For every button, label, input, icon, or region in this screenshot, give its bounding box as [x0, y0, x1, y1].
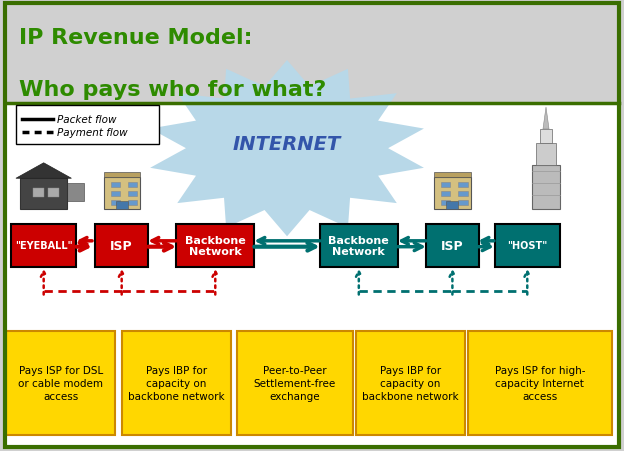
FancyBboxPatch shape: [122, 331, 231, 435]
Text: Payment flow: Payment flow: [57, 128, 128, 138]
FancyBboxPatch shape: [459, 183, 467, 188]
FancyBboxPatch shape: [128, 183, 137, 188]
Text: Pays ISP for high-
capacity Internet
access: Pays ISP for high- capacity Internet acc…: [494, 365, 585, 401]
FancyBboxPatch shape: [5, 7, 619, 104]
FancyBboxPatch shape: [540, 129, 552, 144]
Text: ISP: ISP: [441, 239, 464, 252]
FancyBboxPatch shape: [441, 192, 451, 197]
FancyBboxPatch shape: [237, 331, 353, 435]
Text: Peer-to-Peer
Settlement-free
exchange: Peer-to-Peer Settlement-free exchange: [254, 365, 336, 401]
FancyBboxPatch shape: [319, 224, 398, 267]
Text: Pays IBP for
capacity on
backbone network: Pays IBP for capacity on backbone networ…: [362, 365, 459, 401]
Polygon shape: [543, 108, 549, 129]
FancyBboxPatch shape: [5, 104, 619, 447]
FancyBboxPatch shape: [128, 192, 137, 197]
Text: Pays IBP for
capacity on
backbone network: Pays IBP for capacity on backbone networ…: [128, 365, 225, 401]
FancyBboxPatch shape: [441, 183, 451, 188]
Text: IP Revenue Model:: IP Revenue Model:: [19, 28, 252, 48]
FancyBboxPatch shape: [176, 224, 254, 267]
Polygon shape: [150, 61, 424, 237]
FancyBboxPatch shape: [441, 200, 451, 205]
Text: Backbone
Network: Backbone Network: [328, 235, 389, 257]
FancyBboxPatch shape: [63, 184, 84, 202]
Polygon shape: [16, 163, 71, 179]
FancyBboxPatch shape: [128, 200, 137, 205]
FancyBboxPatch shape: [468, 331, 612, 435]
FancyBboxPatch shape: [459, 192, 467, 197]
FancyBboxPatch shape: [110, 192, 120, 197]
FancyBboxPatch shape: [110, 183, 120, 188]
Text: ISP: ISP: [110, 239, 133, 252]
FancyBboxPatch shape: [33, 188, 44, 198]
FancyBboxPatch shape: [434, 178, 470, 210]
Text: "HOST": "HOST": [507, 241, 547, 251]
Text: Who pays who for what?: Who pays who for what?: [19, 80, 326, 100]
Text: INTERNET: INTERNET: [233, 135, 341, 154]
FancyBboxPatch shape: [115, 202, 128, 210]
FancyBboxPatch shape: [11, 224, 76, 267]
FancyBboxPatch shape: [532, 166, 560, 210]
FancyBboxPatch shape: [536, 144, 556, 166]
Text: Packet flow: Packet flow: [57, 115, 117, 124]
FancyBboxPatch shape: [494, 224, 560, 267]
Text: Pays ISP for DSL
or cable modem
access: Pays ISP for DSL or cable modem access: [18, 365, 104, 401]
FancyBboxPatch shape: [434, 173, 470, 178]
Text: Backbone
Network: Backbone Network: [185, 235, 246, 257]
FancyBboxPatch shape: [16, 106, 159, 144]
Text: "EYEBALL": "EYEBALL": [15, 241, 72, 251]
FancyBboxPatch shape: [6, 331, 115, 435]
FancyBboxPatch shape: [104, 178, 140, 210]
FancyBboxPatch shape: [20, 179, 67, 210]
FancyBboxPatch shape: [459, 200, 467, 205]
FancyBboxPatch shape: [48, 188, 59, 198]
FancyBboxPatch shape: [446, 202, 459, 210]
FancyBboxPatch shape: [426, 224, 479, 267]
FancyBboxPatch shape: [95, 224, 148, 267]
FancyBboxPatch shape: [104, 173, 140, 178]
FancyBboxPatch shape: [110, 200, 120, 205]
FancyBboxPatch shape: [356, 331, 465, 435]
